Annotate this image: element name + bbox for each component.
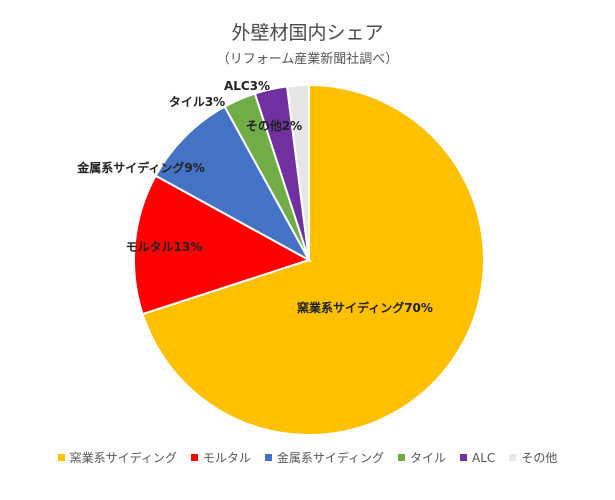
data-label-1: モルタル13% [126,240,203,254]
legend-label: タイル [410,451,447,465]
chart-subtitle: （リフォーム産業新聞社調べ） [216,52,399,67]
legend-swatch [264,454,272,461]
data-label-2: 金属系サイディング9% [76,160,205,175]
data-label-5: その他2% [246,118,302,133]
data-label-3: タイル3% [169,95,225,109]
chart-title: 外壁材国内シェア [231,22,384,44]
legend-item-0: 窯業系サイディング [57,449,177,466]
pie-chart: 窯業系サイディング70% モルタル13% 金属系サイディング9% タイル3% ALC3%… [76,79,486,436]
legend-item-2: 金属系サイディング [264,449,385,466]
legend-label: 窯業系サイディング [69,451,177,465]
legend-item-4: ALC [460,449,495,466]
legend: 窯業系サイディング モルタル 金属系サイディング タイル ALC その他 [0,449,615,466]
legend-swatch [190,454,198,461]
pie-slice-2 [154,105,312,263]
pie-slice-5 [285,83,310,261]
data-label-4: ALC3% [224,79,270,93]
legend-item-1: モルタル [190,449,251,466]
legend-label: ALC [472,450,496,465]
legend-swatch [460,454,468,461]
legend-swatch [57,454,65,461]
legend-swatch [398,454,406,461]
pie-slice-1 [133,174,312,316]
legend-swatch [509,454,517,461]
legend-item-5: その他 [509,449,557,466]
legend-label: モルタル [202,451,251,465]
legend-label: 金属系サイディング [276,451,385,465]
legend-item-3: タイル [398,449,446,466]
legend-label: その他 [521,451,558,465]
pie-slice-0 [141,83,486,436]
data-label-0: 窯業系サイディング70% [297,300,433,315]
